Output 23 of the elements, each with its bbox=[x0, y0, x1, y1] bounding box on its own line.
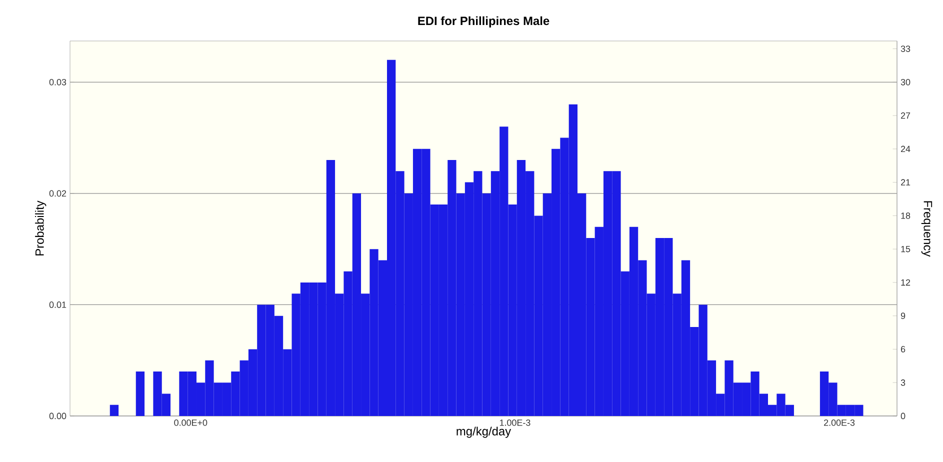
y2-tick-label: 12 bbox=[901, 279, 910, 286]
y2-tick-label: 24 bbox=[900, 146, 910, 152]
x-tick-label: 1.00E-3 bbox=[500, 420, 530, 426]
y-tick-label: 0.03 bbox=[49, 78, 66, 86]
y2-tick-label: 3 bbox=[900, 379, 906, 386]
y-tick-label: 0.01 bbox=[49, 302, 66, 308]
x-tick-label: 2.00E-3 bbox=[824, 420, 855, 426]
y-axis-title: Probability bbox=[35, 200, 46, 256]
y2-tick-label: 0 bbox=[900, 412, 906, 420]
y2-tick-label: 15 bbox=[901, 246, 910, 252]
y2-tick-label: 30 bbox=[900, 78, 910, 86]
y2-tick-label: 27 bbox=[900, 112, 910, 119]
y2-tick-label: 18 bbox=[901, 212, 910, 219]
y2-tick-label: 9 bbox=[900, 312, 906, 320]
x-axis-title: mg/kg/day bbox=[456, 426, 512, 438]
chart-title: EDI for Phillipines Male bbox=[418, 16, 550, 28]
y2-axis-title: Frequency bbox=[921, 201, 932, 257]
y2-tick-label: 6 bbox=[900, 346, 906, 352]
y-tick-label: 0.02 bbox=[49, 190, 66, 197]
x-tick-label: 0.00E+0 bbox=[174, 420, 208, 426]
y2-tick-label: 21 bbox=[900, 179, 910, 186]
y2-tick-label: 33 bbox=[900, 46, 910, 52]
y-tick-label: 0.00 bbox=[49, 412, 66, 420]
